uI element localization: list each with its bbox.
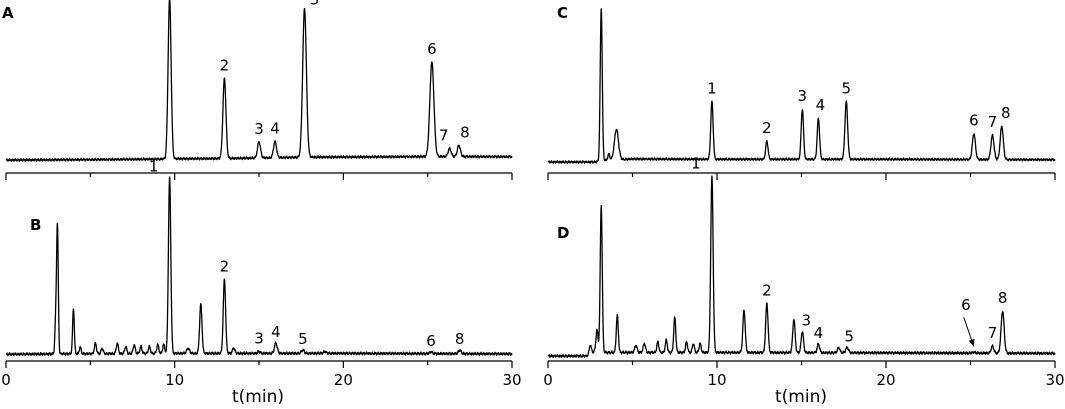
axes-layer: 0 10 20 30 0 10 20 30 — [1, 172, 1065, 389]
peak-label-a-5: 5 — [310, 0, 320, 8]
peak-label-a-4: 4 — [270, 120, 280, 138]
trace-panel-d — [547, 175, 1056, 359]
peak-label-c-5: 5 — [842, 80, 852, 98]
trace-panel-c — [547, 8, 1056, 164]
peak-label-d-6: 6 — [961, 296, 971, 314]
x-axis-left-bottom-tick-label-10: 10 — [165, 371, 184, 389]
peak-labels-layer: 1234567812345681234567812345786 — [149, 0, 1011, 350]
peak-label-c-6: 6 — [969, 112, 979, 130]
peak-label-a-7: 7 — [439, 127, 449, 145]
peak-label-a-8: 8 — [460, 123, 470, 141]
panel-letter-c: C — [557, 4, 568, 22]
peak-label-c-2: 2 — [762, 119, 772, 137]
traces-layer — [5, 0, 1056, 359]
x-axis-left-bottom-tick-label-0: 0 — [1, 371, 11, 389]
annotation-arrow-head — [968, 338, 975, 347]
peak-label-b-4: 4 — [271, 323, 281, 341]
peak-label-d-1: 1 — [691, 155, 701, 173]
peak-label-a-6: 6 — [427, 40, 437, 58]
panel-letter-d: D — [557, 224, 569, 242]
trace-panel-b — [5, 176, 513, 357]
peak-label-d-8: 8 — [998, 289, 1008, 307]
peak-label-d-5: 5 — [844, 328, 854, 346]
peak-label-c-3: 3 — [798, 87, 808, 105]
peak-label-d-3: 3 — [802, 312, 812, 330]
peak-label-b-8: 8 — [455, 330, 465, 348]
peak-label-c-1: 1 — [707, 80, 717, 98]
x-axis-right-bottom-tick-label-20: 20 — [876, 371, 895, 389]
peak-label-a-3: 3 — [254, 120, 264, 138]
peak-label-c-7: 7 — [988, 113, 998, 131]
peak-label-d-2: 2 — [762, 281, 772, 299]
x-axis-right-bottom-tick-label-0: 0 — [543, 371, 553, 389]
x-axis-left-bottom-tick-label-20: 20 — [334, 371, 353, 389]
peak-label-d-4: 4 — [814, 324, 824, 342]
peak-label-a-2: 2 — [220, 57, 230, 75]
peak-label-b-5: 5 — [298, 330, 308, 348]
x-axis-left-bottom-tick-label-30: 30 — [502, 371, 521, 389]
peak-label-b-1: 1 — [149, 157, 159, 175]
peak-label-b-2: 2 — [220, 257, 230, 275]
peak-label-c-8: 8 — [1001, 104, 1011, 122]
panel-letter-b: B — [30, 216, 41, 234]
trace-panel-a — [5, 0, 513, 163]
peak-label-d-7: 7 — [988, 324, 998, 342]
x-axis-right-bottom-tick-label-30: 30 — [1045, 371, 1064, 389]
x-axis-right-bottom-tick-label-10: 10 — [707, 371, 726, 389]
peak-label-c-4: 4 — [816, 96, 826, 114]
x-axis-title-left: t(min) — [232, 387, 284, 407]
x-axis-title-right: t(min) — [775, 387, 827, 407]
peak-label-b-6: 6 — [426, 332, 436, 350]
panel-letter-a: A — [2, 4, 14, 22]
peak-label-b-3: 3 — [254, 330, 264, 348]
